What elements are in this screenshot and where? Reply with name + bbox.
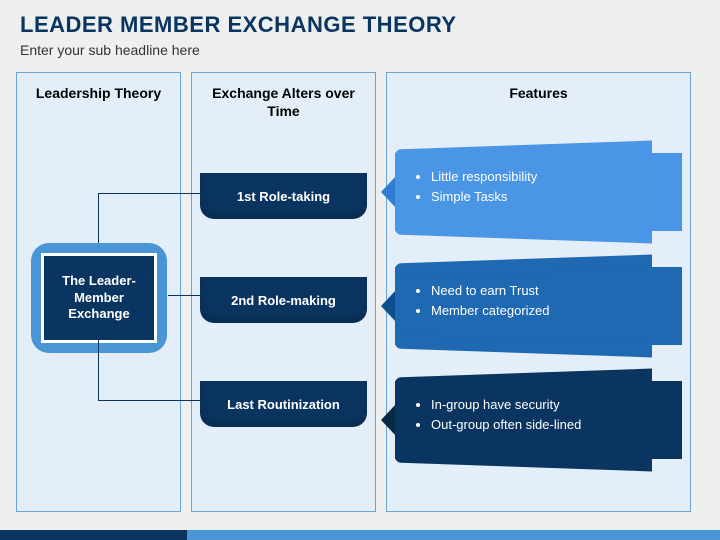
stages-list: 1st Role-taking 2nd Role-making Last Routi… [200,173,367,427]
feature-item: In-group have securityOut-group often si… [395,381,682,459]
columns-container: Leadership Theory The Leader-Member Exch… [0,66,720,512]
features-list: Little responsibilitySimple Tasks Need to… [395,153,682,459]
footer-bar [0,530,720,540]
hub-node: The Leader-Member Exchange [31,243,167,353]
stage-item: Last Routinization [200,381,367,427]
hub-label: The Leader-Member Exchange [41,253,157,343]
page-title: LEADER MEMBER EXCHANGE THEORY [20,12,700,38]
column-features: Features Little responsibilitySimple Tas… [386,72,691,512]
feature-bullet: Member categorized [431,301,666,321]
feature-bullet: Little responsibility [431,167,666,187]
feature-item: Need to earn TrustMember categorized [395,267,682,345]
column-leadership-theory: Leadership Theory The Leader-Member Exch… [16,72,181,512]
stage-item: 2nd Role-making [200,277,367,323]
column-exchange-alters: Exchange Alters over Time 1st Role-takin… [191,72,376,512]
feature-bullet: Need to earn Trust [431,281,666,301]
stage-item: 1st Role-taking [200,173,367,219]
feature-bullet: Simple Tasks [431,187,666,207]
feature-bullet: Out-group often side-lined [431,415,666,435]
page-subtitle: Enter your sub headline here [20,42,700,58]
feature-bullet: In-group have security [431,395,666,415]
column-title: Exchange Alters over Time [192,81,375,132]
feature-item: Little responsibilitySimple Tasks [395,153,682,231]
column-title: Features [387,81,690,115]
column-title: Leadership Theory [17,81,180,115]
